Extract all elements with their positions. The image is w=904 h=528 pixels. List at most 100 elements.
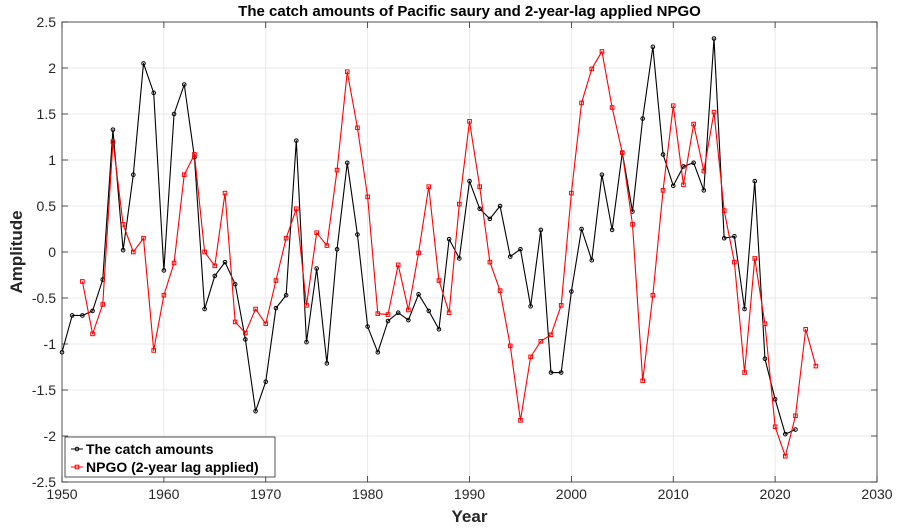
data-point-catch [232,281,238,287]
data-point-npgo [569,190,574,196]
data-point-catch [742,306,747,312]
data-point-catch [477,206,482,212]
data-point-npgo [589,66,595,72]
data-point-catch [558,370,564,375]
data-point-npgo [283,235,289,241]
data-point-npgo [151,348,156,353]
data-point-catch [487,216,493,222]
data-point-npgo [528,354,533,360]
data-point-npgo [497,288,503,293]
data-point-npgo [426,184,432,189]
data-point-npgo [732,259,737,265]
data-point-catch [579,226,584,232]
data-point-npgo [701,168,707,174]
data-point-catch [436,326,442,332]
data-point-npgo [161,292,167,298]
y-tick-label: 0 [48,244,56,260]
y-tick-label: 1 [48,152,56,168]
data-point-npgo [385,312,391,317]
data-point-npgo [650,292,656,298]
data-point-catch [273,305,279,311]
data-point-npgo [395,262,401,268]
data-point-npgo [202,249,207,255]
data-point-catch [395,310,401,316]
data-point-npgo [691,121,696,127]
data-point-catch [538,227,544,233]
x-axis-title: Year [452,507,488,526]
data-point-npgo [518,418,523,423]
y-axis-title: Amplitude [7,210,26,293]
y-tick-label: -2 [44,428,57,444]
data-point-catch [507,254,513,259]
data-point-npgo [334,167,340,173]
x-tick-label: 1990 [454,486,485,502]
data-point-npgo [660,188,666,193]
data-point-catch [681,164,686,169]
data-point-npgo [813,363,819,369]
data-point-catch [334,246,340,252]
data-point-npgo [477,184,482,189]
grid-lines [62,22,877,482]
data-point-catch [294,138,299,143]
x-tick-label: 2020 [760,486,791,502]
data-point-catch [660,152,666,157]
x-tick-label: 1960 [148,486,179,502]
data-point-npgo [80,279,85,284]
data-point-catch [793,427,798,432]
data-point-npgo [365,194,370,200]
legend-label-catch: The catch amounts [86,441,214,457]
data-point-npgo [294,206,299,212]
y-tick-label: -1.5 [32,382,56,398]
data-point-npgo [192,152,197,157]
data-point-catch [365,324,370,329]
data-point-catch [732,234,737,239]
data-point-npgo [253,306,258,312]
data-point-npgo [752,256,758,261]
data-point-catch [762,356,768,362]
data-point-catch [701,188,707,193]
series-line-npgo [81,50,817,457]
data-point-npgo [599,49,605,54]
data-point-npgo [507,343,513,349]
data-point-catch [416,292,421,297]
data-point-catch [457,256,462,261]
data-point-catch [304,339,309,345]
y-tick-label: 2 [48,60,56,76]
data-point-npgo [772,424,778,430]
x-tick-label: 1970 [250,486,281,502]
data-point-npgo [446,310,452,316]
data-point-catch [406,317,411,323]
data-point-npgo [640,378,645,384]
data-point-npgo [457,201,462,207]
data-point-catch [446,236,452,242]
series-line-catch [61,38,796,435]
chart-title: The catch amounts of Pacific saury and 2… [238,3,701,20]
legend-label-npgo: NPGO (2-year lag applied) [86,459,259,475]
data-point-npgo [538,338,544,344]
data-point-catch [385,318,391,324]
data-point-npgo [416,250,421,256]
data-point-npgo [803,326,808,332]
data-point-catch [711,36,717,41]
y-tick-label: 1.5 [37,106,57,122]
x-tick-label: 2030 [861,486,892,502]
data-point-npgo [548,332,554,338]
data-point-npgo [273,278,279,283]
axis-ticks: 1950 1960 1970 1980 1990 2000 2010 2020 2030 -2.5… [32,14,893,502]
data-point-npgo [181,172,187,178]
data-point-catch [599,172,605,178]
legend-box [64,436,276,478]
data-point-npgo [487,259,493,265]
data-point-npgo [793,413,798,419]
data-point-catch [721,235,727,241]
data-point-npgo [355,125,360,131]
x-tick-label: 1950 [46,486,77,502]
data-point-catch [253,408,258,414]
data-point-npgo [324,243,330,248]
data-point-catch [324,361,330,366]
data-point-npgo [120,222,126,227]
data-point-catch [375,349,381,355]
data-point-npgo [222,190,228,196]
data-point-npgo [314,230,319,235]
data-point-catch [752,178,758,184]
